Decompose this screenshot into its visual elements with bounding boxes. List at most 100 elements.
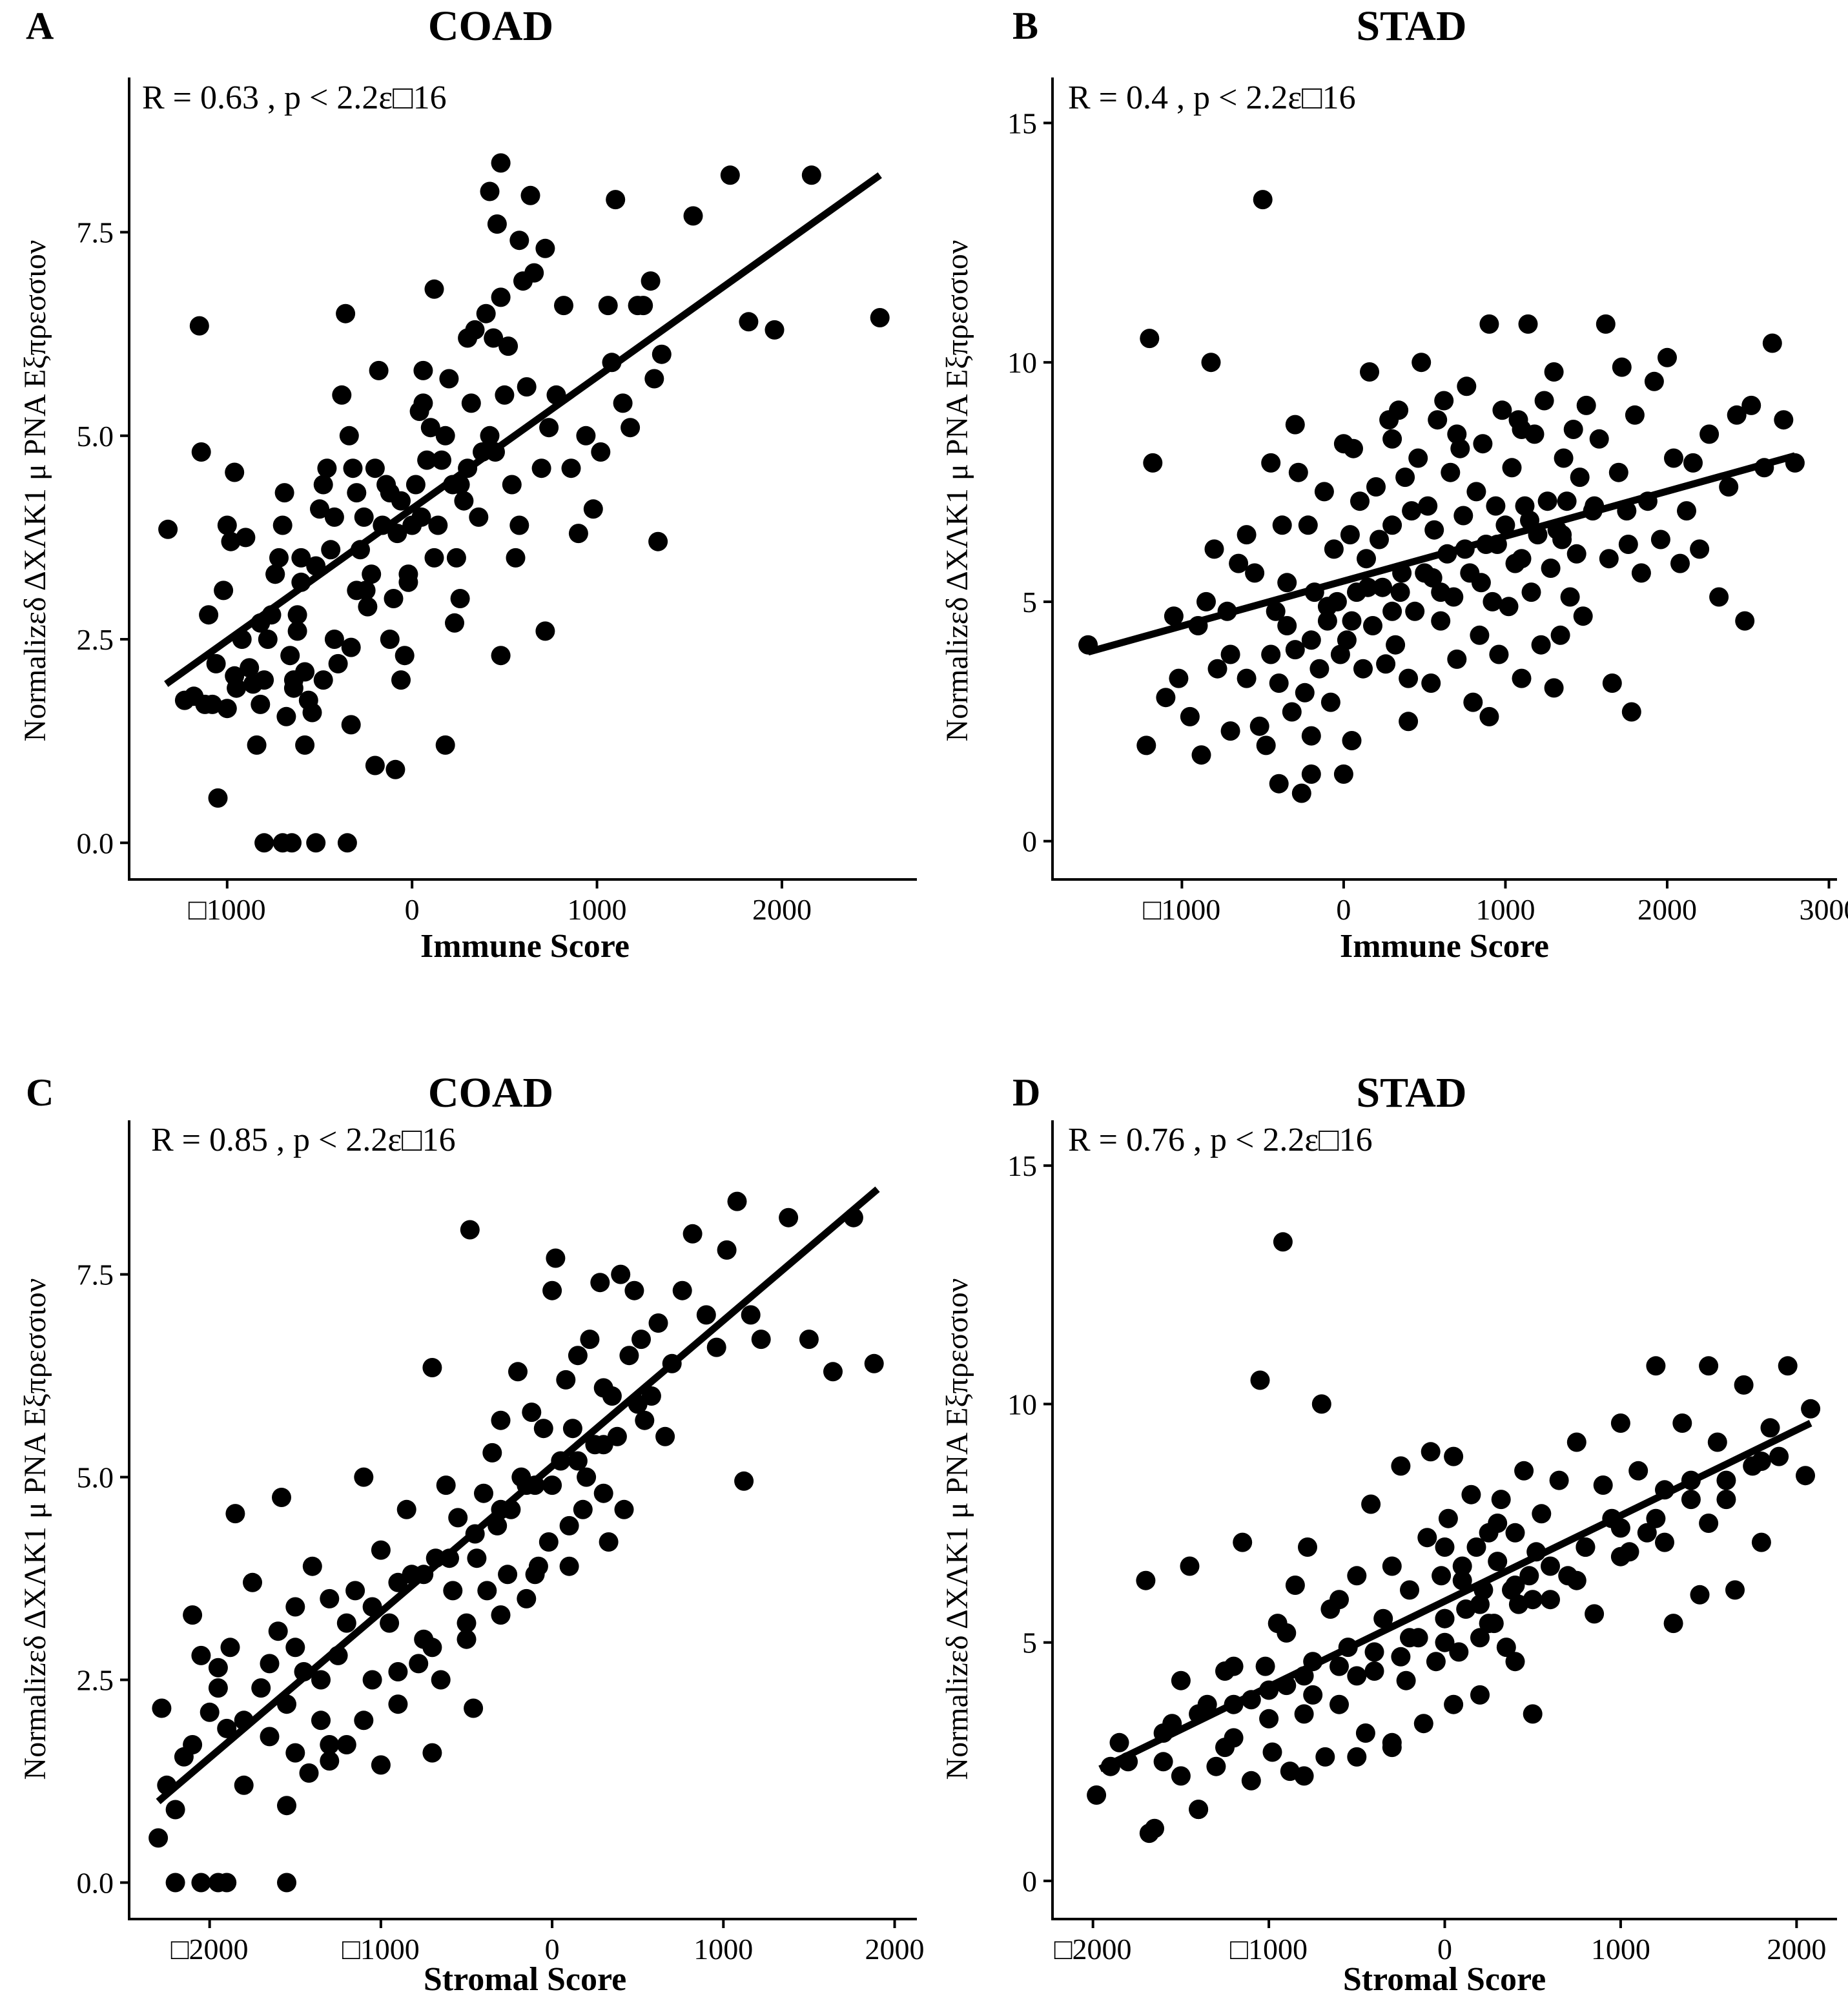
data-point	[302, 1556, 322, 1576]
data-point	[1449, 1642, 1469, 1662]
data-point	[388, 1572, 408, 1592]
data-point	[1259, 1709, 1279, 1729]
data-point	[1249, 716, 1269, 736]
data-point	[614, 1499, 634, 1519]
data-point	[337, 833, 357, 853]
stat-label: R = 0.76 , p < 2.2ε□16	[1068, 1122, 1373, 1158]
data-point	[611, 1264, 631, 1284]
data-point	[727, 1191, 747, 1211]
data-point	[556, 1370, 576, 1390]
data-point	[1566, 544, 1586, 564]
data-point	[1136, 735, 1156, 755]
x-tick-label: □2000	[1054, 1933, 1132, 1966]
points-layer	[1078, 190, 1805, 803]
data-point	[469, 507, 489, 527]
data-point	[484, 328, 504, 348]
data-point	[1523, 1704, 1543, 1724]
data-point	[443, 1581, 463, 1601]
data-point	[648, 531, 668, 551]
data-point	[1421, 673, 1441, 693]
data-point	[539, 1532, 559, 1552]
data-point	[1541, 1556, 1560, 1576]
tick-group: □1000 0 1000 2000 0.0 2.5 5.0 7.5	[77, 216, 812, 926]
data-point	[1447, 424, 1467, 444]
data-point	[328, 653, 348, 673]
data-point	[1512, 420, 1532, 439]
data-point	[191, 1645, 211, 1665]
x-axis-label: Immune Score	[1340, 928, 1549, 965]
data-point	[1382, 1556, 1402, 1576]
data-point	[648, 1313, 668, 1333]
data-point	[1237, 525, 1257, 545]
data-point	[283, 670, 303, 690]
data-point	[1672, 1413, 1692, 1433]
data-point	[280, 646, 300, 666]
panel-title: COAD	[428, 3, 553, 50]
data-point	[1196, 591, 1216, 611]
data-point	[599, 1532, 619, 1552]
data-point	[265, 564, 285, 584]
regression-line	[1098, 1420, 1812, 1772]
data-point	[602, 1386, 622, 1406]
data-point	[1663, 1614, 1683, 1634]
data-point	[371, 1540, 391, 1560]
data-point	[476, 303, 496, 324]
data-point	[1171, 1766, 1191, 1786]
data-point	[1435, 1537, 1455, 1557]
data-point	[621, 418, 641, 438]
data-point	[1492, 400, 1512, 420]
data-point	[1716, 1470, 1736, 1490]
data-point	[1452, 1570, 1472, 1590]
data-point	[336, 1613, 356, 1633]
regression-line	[156, 1186, 880, 1805]
data-point	[276, 706, 296, 726]
data-point	[1314, 482, 1334, 502]
data-point	[217, 1718, 237, 1738]
data-point	[568, 1346, 588, 1366]
data-point	[1471, 573, 1491, 593]
data-point	[302, 703, 322, 723]
data-point	[457, 1613, 477, 1633]
data-point	[287, 605, 307, 625]
data-point	[1434, 391, 1454, 411]
data-point	[277, 1796, 296, 1816]
data-point	[1224, 1656, 1244, 1676]
data-point	[277, 1873, 296, 1893]
data-point	[1532, 1504, 1552, 1524]
data-point	[1644, 371, 1664, 391]
data-point	[1337, 630, 1357, 650]
data-point	[395, 646, 415, 666]
x-axis-label: Immune Score	[420, 928, 630, 965]
data-point	[1681, 1490, 1701, 1510]
data-point	[1220, 721, 1240, 741]
data-point	[1395, 467, 1415, 488]
data-point	[258, 630, 278, 649]
data-point	[1585, 1604, 1605, 1624]
data-point	[1266, 601, 1286, 621]
data-point	[1461, 1484, 1481, 1505]
data-point	[285, 1743, 305, 1763]
data-point	[1400, 1580, 1419, 1600]
data-point	[1719, 477, 1739, 497]
x-tick-label: 2000	[1638, 893, 1697, 926]
data-point	[1751, 1452, 1771, 1471]
data-point	[446, 548, 466, 568]
data-point	[1769, 1446, 1789, 1466]
data-point	[1716, 1490, 1736, 1510]
data-point	[1450, 438, 1470, 458]
data-point	[1180, 706, 1200, 726]
data-point	[1298, 1537, 1317, 1557]
data-point	[1140, 329, 1160, 349]
y-axis-label: Normalizεδ ΔΧΛΚ1 μ PNA Εξπρεσσιον	[18, 240, 52, 742]
data-point	[1342, 611, 1362, 631]
data-point	[432, 450, 451, 470]
data-point	[1347, 1566, 1367, 1586]
data-point	[1301, 630, 1321, 650]
y-tick-label: 5.0	[77, 420, 114, 453]
data-point	[1534, 391, 1554, 411]
data-point	[369, 360, 389, 380]
y-axis-label: Normalizεδ ΔΧΛΚ1 μ PNA Εξπρεσσιον	[18, 1279, 52, 1780]
data-point	[1470, 1628, 1490, 1648]
data-point	[254, 833, 274, 853]
